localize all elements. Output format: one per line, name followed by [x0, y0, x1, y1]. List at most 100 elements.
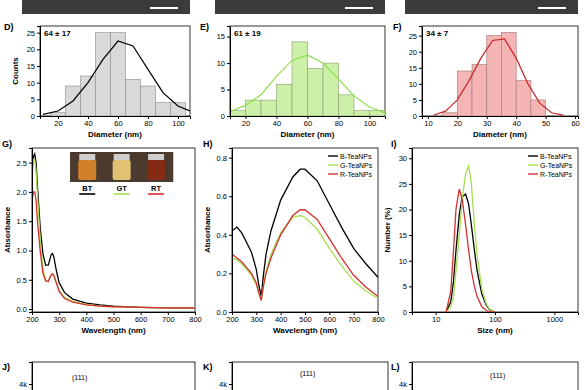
panel: 4kL)(111) — [391, 362, 578, 390]
vial-cap — [114, 154, 130, 160]
tick: 25 — [399, 180, 412, 189]
tick: 0.0 — [217, 308, 232, 317]
tick-mark — [37, 83, 40, 84]
tick-mark — [37, 99, 40, 100]
axis-line — [409, 149, 413, 313]
tick: 2.5 — [17, 159, 32, 168]
histogram-bar — [261, 100, 277, 116]
tick-label: 20 — [242, 119, 250, 128]
y-axis: 0510152025 — [409, 27, 423, 121]
y-axis: 0.0 0.2 0.4 0.6 0.8 — [217, 149, 233, 317]
tick-mark — [29, 163, 32, 164]
scale-bar — [345, 7, 373, 9]
tick-label: 80 — [335, 119, 343, 128]
tick-label: 15 — [27, 62, 35, 71]
y-axis-title: Absorbance — [203, 206, 212, 253]
panel: 2003004005006007008000.00.20.40.60.8Wave… — [203, 139, 385, 335]
tick-mark — [29, 251, 32, 252]
legend-label: R-TeaNPs — [540, 171, 572, 178]
tick-mark — [227, 116, 230, 117]
tick: 1.5 — [17, 217, 32, 226]
tick-label: 300 — [251, 315, 264, 324]
tick: 10 — [409, 80, 422, 89]
axis-line — [419, 27, 423, 117]
panel-label: F) — [393, 22, 402, 32]
axis-line — [37, 27, 41, 117]
marks — [43, 33, 190, 116]
tick-label: 10 — [409, 80, 417, 89]
tick-mark — [229, 196, 232, 197]
marks — [232, 169, 378, 300]
tick-label: 700 — [348, 315, 361, 324]
histogram-bar — [354, 111, 370, 116]
annotation: 34 ± 7 — [426, 29, 449, 38]
tick: 0.2 — [217, 269, 232, 278]
tick-label: 15 — [399, 231, 407, 240]
tick: 0 — [413, 112, 422, 121]
tick-label: 5 — [221, 85, 225, 94]
tick-label: 600 — [324, 315, 337, 324]
panel-label: K) — [203, 362, 213, 372]
tick-mark — [419, 52, 422, 53]
tick-label: 10 — [399, 257, 407, 266]
panel: 2003004005006007008000.00.51.01.52.02.5W… — [2, 139, 202, 335]
tick-label: 0.2 — [217, 269, 227, 278]
tick-label: 200 — [226, 315, 239, 324]
legend-swatch — [528, 173, 538, 174]
tick-label: 25 — [27, 29, 35, 38]
tick-mark — [409, 384, 412, 385]
tick-mark — [37, 33, 40, 34]
tick-label: 300 — [53, 315, 66, 324]
tick: 0.4 — [217, 231, 232, 240]
tick: 0 — [31, 112, 40, 121]
sem-image — [405, 0, 578, 14]
legend-label: G-TeaNPs — [340, 162, 373, 169]
tick-label: 80 — [144, 119, 152, 128]
axis-line — [227, 27, 231, 117]
panel: 20406080100051015Diameter (nm)E)61 ± 19 — [200, 22, 386, 139]
legend-swatch — [79, 193, 95, 195]
tick: 0.5 — [17, 276, 32, 285]
tick-mark — [227, 37, 230, 38]
tick: 30 — [399, 154, 412, 163]
tick-mark — [409, 184, 412, 185]
x-axis-title: Size (nm) — [477, 326, 513, 335]
legend: B-TeaNPsG-TeaNPsR-TeaNPs — [528, 153, 573, 178]
vial-cap — [148, 154, 164, 160]
legend-label: G-TeaNPs — [540, 162, 573, 169]
figure: 204060801000510152025Diameter (nm)Counts… — [0, 0, 585, 390]
tick-label: 100 — [172, 119, 185, 128]
legend: B-TeaNPsG-TeaNPsR-TeaNPs — [328, 153, 373, 178]
x-axis: 200300400500600700800 — [226, 312, 385, 324]
tick-mark — [419, 100, 422, 101]
legend-label: RT — [151, 184, 161, 193]
tick-label: 0.6 — [217, 192, 227, 201]
tick: 60 — [114, 116, 122, 128]
legend-swatch — [328, 164, 338, 165]
tick: 4k — [19, 380, 32, 389]
tick: 60 — [304, 116, 312, 128]
x-axis: 20406080100 — [231, 116, 386, 128]
plot-frame — [232, 148, 378, 312]
panel-label: H) — [203, 139, 213, 149]
tick-mark — [419, 84, 422, 85]
tick: 40 — [273, 116, 281, 128]
tick: 600 — [135, 312, 148, 324]
tick: 15 — [27, 62, 40, 71]
tick-label: 0 — [413, 112, 417, 121]
tick: 700 — [348, 312, 361, 324]
tick-label: 0.0 — [17, 305, 27, 314]
tick-mark — [29, 309, 32, 310]
tick-label: 25 — [399, 180, 407, 189]
tick-label: 20 — [27, 45, 35, 54]
histogram-bar — [472, 65, 487, 116]
vial — [78, 160, 96, 180]
tick: 0.8 — [217, 154, 232, 163]
tick: 15 — [217, 32, 230, 41]
tick-label: 0.5 — [17, 276, 27, 285]
axis-line — [409, 363, 413, 390]
y-axis: 4k — [219, 363, 232, 390]
tick-label: 20 — [454, 119, 462, 128]
tick-mark — [37, 49, 40, 50]
tick-mark — [419, 36, 422, 37]
